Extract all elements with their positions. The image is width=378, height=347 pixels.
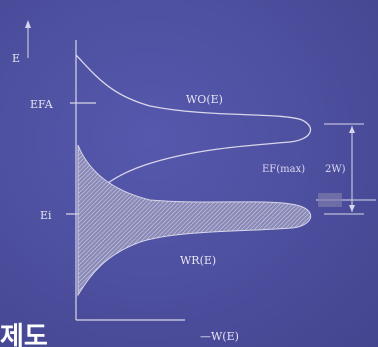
corner-caption: 제도 [0, 322, 48, 347]
wr-distribution [77, 144, 312, 297]
label-efa: EFA [30, 98, 54, 111]
label-efmax: EF(max) [262, 164, 305, 175]
label-w-axis: —W(E) [200, 330, 239, 343]
label-2w: 2W) [325, 164, 346, 175]
bracket-arrow-down [349, 205, 355, 212]
wo-curve [75, 54, 312, 211]
bracket-arrow-up [349, 126, 355, 133]
label-wo: WO(E) [186, 93, 223, 106]
label-e-axis: E [12, 52, 20, 65]
bracket-marker [318, 193, 342, 207]
label-wr: WR(E) [180, 254, 216, 267]
energy-arrow-head [25, 20, 31, 28]
label-ei: Ei [40, 209, 52, 222]
